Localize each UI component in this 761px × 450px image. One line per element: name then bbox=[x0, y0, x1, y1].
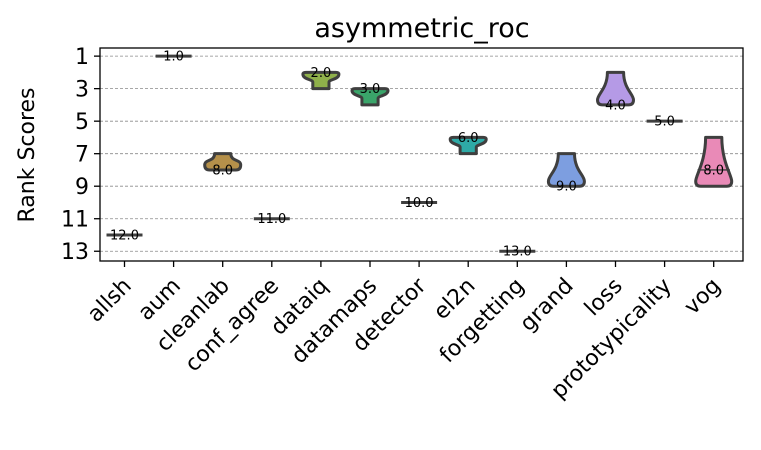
violin-grand bbox=[546, 152, 586, 188]
y-tick-label-1: 1 bbox=[75, 45, 89, 70]
x-tick-label-allsh: allsh bbox=[83, 274, 137, 328]
median-label-vog: 8.0 bbox=[703, 163, 724, 178]
violin-dataiq bbox=[301, 70, 341, 91]
violin-el2n bbox=[448, 135, 488, 156]
median-label-aum: 1.0 bbox=[163, 50, 184, 65]
x-tick-label-grand: grand bbox=[515, 274, 578, 337]
median-label-el2n: 6.0 bbox=[458, 131, 479, 146]
median-label-prototypicality: 5.0 bbox=[654, 115, 675, 130]
x-axis-ticks: allshaumcleanlabconf_agreedataiqdatamaps… bbox=[83, 261, 726, 404]
grid-lines bbox=[100, 55, 743, 252]
median-label-conf-agree: 11.0 bbox=[257, 212, 286, 227]
plot-frame bbox=[99, 47, 744, 262]
violin-loss bbox=[596, 70, 635, 107]
y-tick-label-3: 3 bbox=[75, 78, 89, 103]
violin-datamaps bbox=[350, 87, 390, 107]
median-label-loss: 4.0 bbox=[605, 98, 626, 113]
median-label-grand: 9.0 bbox=[556, 180, 577, 195]
violins-layer bbox=[106, 54, 734, 253]
median-label-detector: 10.0 bbox=[405, 196, 434, 211]
violin-vog bbox=[694, 135, 734, 188]
y-tick-label-9: 9 bbox=[75, 175, 89, 200]
median-label-allsh: 12.0 bbox=[110, 228, 139, 243]
chart-title: asymmetric_roc bbox=[314, 13, 529, 44]
y-tick-label-11: 11 bbox=[61, 208, 89, 233]
median-labels-layer: 12.0 1.0 8.0 11.0 2.0 3.0 10.0 6.0 13.0 9.0 4.0 5.0… bbox=[110, 50, 724, 260]
x-tick-label-vog: vog bbox=[680, 274, 726, 320]
median-label-forgetting: 13.0 bbox=[503, 245, 532, 260]
median-label-cleanlab: 8.0 bbox=[212, 163, 233, 178]
y-tick-label-5: 5 bbox=[75, 110, 89, 135]
median-label-dataiq: 2.0 bbox=[311, 66, 332, 81]
y-tick-label-13: 13 bbox=[61, 240, 89, 265]
y-tick-label-7: 7 bbox=[75, 143, 89, 168]
violin-cleanlab bbox=[203, 152, 243, 172]
y-axis-label: Rank Scores bbox=[15, 87, 40, 222]
median-label-datamaps: 3.0 bbox=[360, 82, 381, 97]
